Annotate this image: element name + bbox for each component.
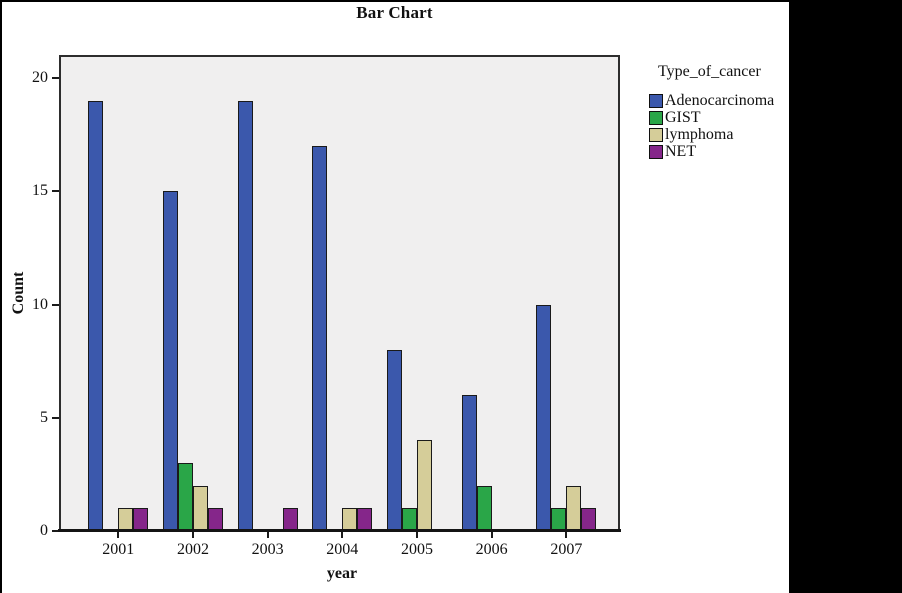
x-axis-line (58, 529, 621, 532)
bar-adenocarcinoma-2007 (536, 304, 552, 531)
left-frame-line (0, 0, 2, 593)
bar-lymphoma-2004 (342, 508, 358, 531)
legend-item-net: NET (649, 143, 794, 160)
legend: Type_of_cancer Adenocarcinoma GIST lymphom… (649, 63, 794, 160)
bar-lymphoma-2001 (118, 508, 134, 531)
bar-adenocarcinoma-2002 (162, 191, 178, 531)
legend-item-gist: GIST (649, 109, 794, 126)
x-tick-mark (117, 531, 120, 538)
legend-item-lymphoma: lymphoma (649, 126, 794, 143)
legend-swatch-net (649, 144, 663, 159)
legend-swatch-adenocarcinoma (649, 93, 663, 108)
legend-item-label: NET (665, 143, 697, 160)
bar-gist-2006 (476, 485, 492, 531)
bar-adenocarcinoma-2001 (88, 100, 104, 531)
x-tick-label: 2001 (102, 541, 135, 558)
y-tick-label: 15 (32, 182, 48, 200)
x-tick-mark (415, 531, 418, 538)
legend-item-label: Adenocarcinoma (665, 92, 775, 109)
bar-gist-2007 (551, 508, 567, 531)
y-tick-mark (52, 77, 59, 79)
y-tick-label: 5 (40, 408, 48, 426)
chart-title: Bar Chart (356, 3, 433, 22)
bar-net-2002 (207, 508, 223, 531)
bar-net-2003 (282, 508, 298, 531)
bar-net-2001 (133, 508, 149, 531)
x-tick-mark (191, 531, 194, 538)
bar-adenocarcinoma-2005 (386, 349, 402, 531)
x-tick-label: 2007 (550, 541, 583, 558)
x-tick-label: 2003 (251, 541, 284, 558)
top-frame-line (0, 0, 902, 2)
bar-net-2004 (357, 508, 373, 531)
y-tick-mark (52, 190, 59, 193)
x-tick-mark (341, 531, 344, 538)
bar-lymphoma-2005 (416, 440, 432, 531)
bar-adenocarcinoma-2006 (461, 395, 477, 531)
legend-item-label: lymphoma (665, 126, 734, 143)
y-axis-title: Count (10, 271, 27, 315)
y-tick-mark (52, 530, 59, 532)
bar-lymphoma-2002 (192, 485, 208, 531)
legend-title: Type_of_cancer (658, 63, 761, 80)
y-tick-mark (52, 416, 59, 419)
bar-gist-2002 (177, 463, 193, 531)
x-axis-title: year (326, 565, 358, 582)
legend-swatch-lymphoma (649, 127, 663, 142)
x-tick-label: 2006 (475, 541, 508, 558)
legend-items: Adenocarcinoma GIST lymphoma NET (649, 92, 794, 160)
y-tick-label: 20 (32, 69, 48, 86)
bar-net-2007 (581, 508, 597, 531)
plot-area (59, 55, 620, 531)
x-tick-label: 2002 (176, 541, 209, 558)
bar-gist-2005 (401, 508, 417, 531)
y-tick-label: 0 (40, 522, 48, 539)
bar-lymphoma-2007 (566, 485, 582, 531)
legend-swatch-gist (649, 110, 663, 125)
x-tick-mark (490, 531, 493, 538)
legend-item-adenocarcinoma: Adenocarcinoma (649, 92, 794, 109)
x-tick-label: 2005 (400, 541, 433, 558)
bar-adenocarcinoma-2004 (312, 145, 328, 531)
x-tick-mark (266, 531, 269, 538)
y-tick-mark (52, 303, 59, 306)
bar-adenocarcinoma-2003 (237, 100, 253, 531)
right-black-band (789, 0, 902, 593)
legend-item-label: GIST (665, 109, 701, 126)
x-tick-mark (565, 531, 568, 538)
y-tick-label: 10 (32, 295, 48, 313)
x-tick-label: 2004 (326, 541, 359, 558)
